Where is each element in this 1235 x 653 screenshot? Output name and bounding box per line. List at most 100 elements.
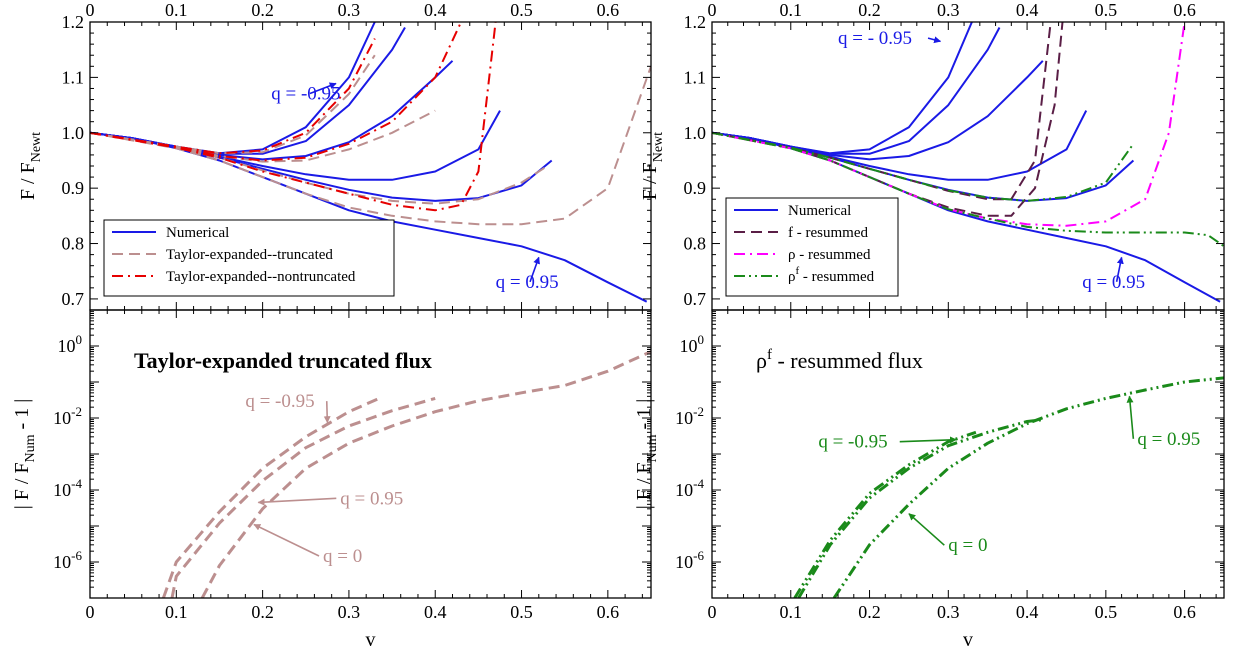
series-curve-dashdotdot-q0p95 xyxy=(712,131,1224,248)
y-tick-label: 1.0 xyxy=(62,123,85,143)
plot-area xyxy=(793,376,1224,598)
x-tick-label: 0.1 xyxy=(165,602,188,622)
x-axis-label: v xyxy=(963,629,973,651)
y-tick-label: 100 xyxy=(58,332,83,356)
x-tick-label: 0.5 xyxy=(510,602,533,622)
plot-area xyxy=(161,350,651,598)
x-tick-label: 0.3 xyxy=(937,0,960,20)
annotation-arrow xyxy=(1115,256,1124,283)
legend-label: Taylor-expanded--truncated xyxy=(166,247,333,263)
legend-label: ρ - resummed xyxy=(788,247,871,263)
legend-label: ρf - resummed xyxy=(788,265,875,285)
annotation-arrow xyxy=(309,82,337,95)
x-tick-label: 0.6 xyxy=(1173,0,1196,20)
x-tick-label: 0.6 xyxy=(1173,602,1196,622)
legend-label: f - resummed xyxy=(788,225,868,241)
annotation-label: q = 0.95 xyxy=(496,272,559,293)
series-curve-dashdotdot-q-0p95 xyxy=(793,430,977,598)
plot-area xyxy=(712,22,1224,303)
series-curve-dashdot-q0 xyxy=(90,22,463,162)
panel-right-top: 0 0.1 0.2 0.3 0.4 0.5 0.6 0.7 0.8 0.9 1.0 1.1 1.2 F /… xyxy=(639,0,1225,311)
series-curve-dash-q0p8 xyxy=(90,131,548,205)
y-tick-label: 100 xyxy=(680,332,705,356)
y-tick-label: 0.9 xyxy=(62,178,85,198)
series-curve-dash-q-0p95 xyxy=(161,397,380,598)
x-tick-label: 0.2 xyxy=(251,602,274,622)
annotation-label: q = - 0.95 xyxy=(838,28,912,49)
series-curve-solid-q-0p6 xyxy=(90,26,406,155)
panel-left-top: 0 0.1 0.2 0.3 0.4 0.5 0.6 0.7 0.8 0.9 1.0 1.1 1.2 F /… xyxy=(17,0,652,311)
series-curve-dash-q0 xyxy=(200,350,651,598)
annotation-arrow xyxy=(1126,395,1135,439)
y-tick-label: 10-4 xyxy=(53,476,82,500)
y-axis-label: F / FNewt xyxy=(639,132,666,200)
x-tick-label: 0.2 xyxy=(251,0,274,20)
x-tick-label: 0.6 xyxy=(597,602,620,622)
legend: Numerical Taylor-expanded--truncated Taylo… xyxy=(103,219,395,297)
annotation-label: q = 0.95 xyxy=(1137,429,1200,450)
y-tick-label: 0.8 xyxy=(62,234,85,254)
plot-area xyxy=(90,22,651,303)
annotation-arrow xyxy=(323,401,331,424)
y-tick-label: 1.1 xyxy=(62,67,85,87)
x-tick-label: 0 xyxy=(708,0,717,20)
y-tick-label: 0.7 xyxy=(62,289,85,309)
annotation-arrow xyxy=(529,256,540,283)
y-axis-label: | F / FNum - 1 | xyxy=(633,399,660,509)
series-curve-dashdotdot-q0p8 xyxy=(712,131,1135,202)
series-curve-dashdot-q0p95 xyxy=(712,22,1186,227)
series-curve-dash-q0p95 xyxy=(170,396,436,598)
x-tick-label: 0.2 xyxy=(858,0,881,20)
x-tick-label: 0.1 xyxy=(780,602,803,622)
x-tick-label: 0.3 xyxy=(937,602,960,622)
annotation-arrow xyxy=(253,523,320,557)
y-axis-label: | F / FNum - 1 | xyxy=(11,399,38,509)
legend-label: Numerical xyxy=(166,225,229,241)
annotation-arrow xyxy=(257,497,337,506)
x-tick-label: 0.5 xyxy=(510,0,533,20)
series-curve-dash-q0p95 xyxy=(90,65,651,226)
annotation-label: q = -0.95 xyxy=(818,432,887,453)
series-curve-dashdotdot-q0 xyxy=(797,418,1043,598)
series-curve-dashdot-q0p8 xyxy=(90,22,497,212)
annotation-arrow xyxy=(908,513,945,546)
panel-left-bottom: 0 0.1 0.2 0.3 0.4 0.5 0.6 v 10-6 10-4 10-2 100 | F /… xyxy=(11,309,652,651)
x-tick-label: 0.3 xyxy=(338,0,361,20)
series-curve-dashdot-q-0p95 xyxy=(90,38,376,155)
x-tick-label: 0.5 xyxy=(1095,602,1118,622)
y-tick-label: 1.1 xyxy=(684,67,707,87)
y-tick-label: 10-6 xyxy=(53,548,82,572)
legend-label: Numerical xyxy=(788,203,851,219)
annotation-label: q = 0 xyxy=(323,546,362,567)
panel-title: ρf - resummed flux xyxy=(756,347,923,373)
annotation-label: q = -0.95 xyxy=(245,391,314,412)
series-curve-dash-q0p95 xyxy=(712,22,1064,217)
annotation-arrow xyxy=(899,436,957,444)
x-tick-label: 0 xyxy=(708,602,717,622)
y-tick-label: 1.2 xyxy=(62,12,85,32)
y-tick-label: 1.2 xyxy=(684,12,707,32)
x-tick-label: 0 xyxy=(86,602,95,622)
series-curve-dashdotdot-q0p95 xyxy=(832,376,1224,598)
x-tick-label: 0.4 xyxy=(424,602,447,622)
y-tick-label: 0.7 xyxy=(684,289,707,309)
y-axis-label: F / FNewt xyxy=(17,132,44,200)
y-tick-label: 10-2 xyxy=(675,404,704,428)
x-tick-label: 0.4 xyxy=(424,0,447,20)
x-tick-label: 0.5 xyxy=(1095,0,1118,20)
annotation-label: q = 0 xyxy=(948,535,987,556)
y-tick-label: 1.0 xyxy=(684,123,707,143)
chart-root: 0 0.1 0.2 0.3 0.4 0.5 0.6 0.7 0.8 0.9 1.0 1.1 1.2 F /… xyxy=(11,0,1225,651)
annotation-label: q = 0.95 xyxy=(1082,272,1145,293)
legend: Numerical f - resummed ρ - resummed ρf - re… xyxy=(725,197,899,297)
legend-box xyxy=(725,197,899,297)
y-tick-label: 0.9 xyxy=(684,178,707,198)
y-tick-label: 10-2 xyxy=(53,404,82,428)
x-tick-label: 0.4 xyxy=(1016,0,1039,20)
x-tick-label: 0.4 xyxy=(1016,602,1039,622)
x-axis-label: v xyxy=(366,629,376,651)
annotation-label: q = -0.95 xyxy=(271,84,340,105)
panel-title: Taylor-expanded truncated flux xyxy=(134,348,432,373)
y-tick-label: 10-6 xyxy=(675,548,704,572)
